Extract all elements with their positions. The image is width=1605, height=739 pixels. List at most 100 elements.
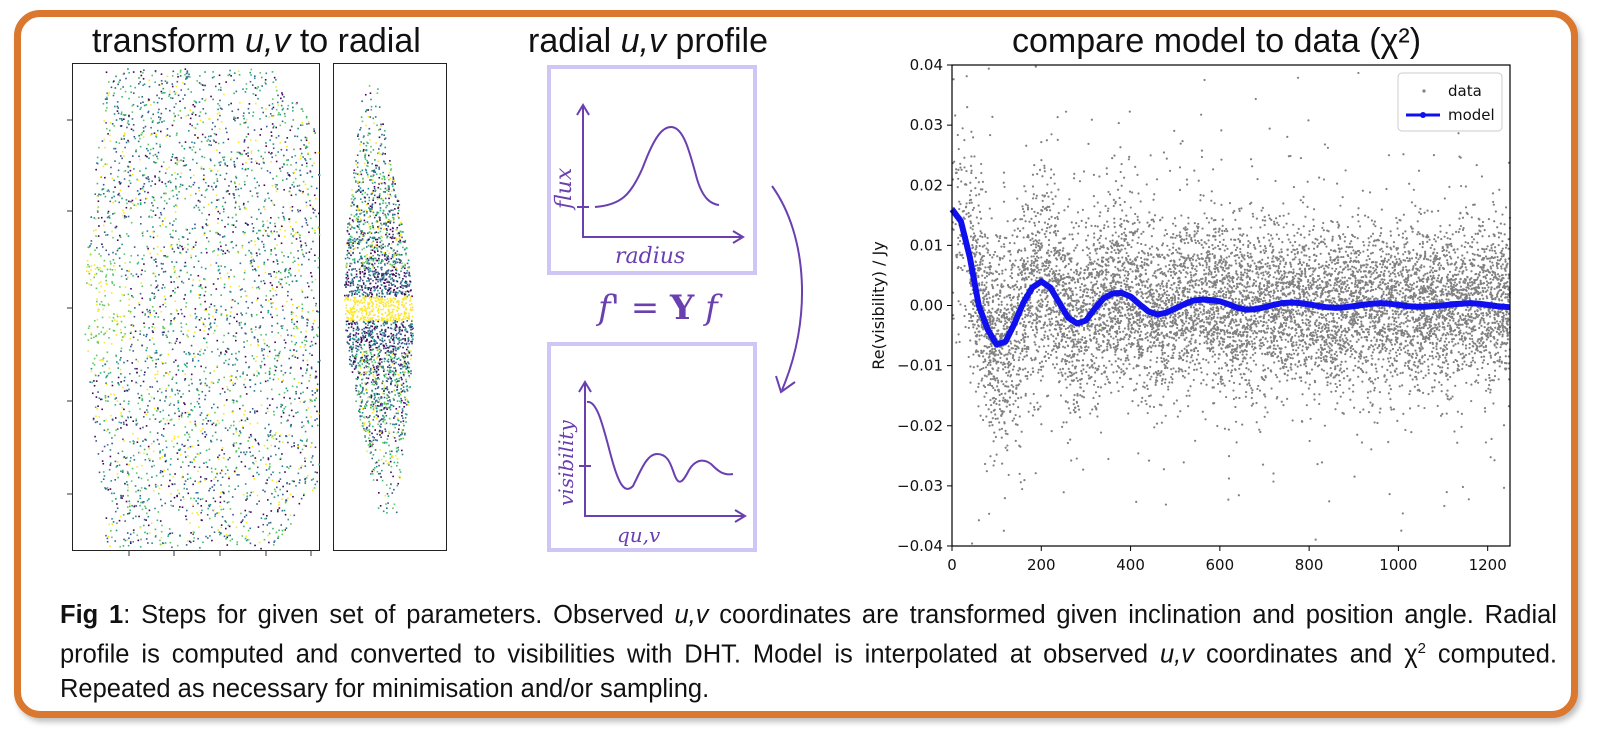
uv-point [207, 138, 210, 141]
uv-point [373, 187, 376, 190]
uv-point [167, 535, 169, 538]
uv-point [135, 505, 138, 507]
uv-point [169, 90, 171, 93]
uv-point [297, 210, 300, 213]
uv-point [369, 320, 372, 323]
uv-point [281, 509, 284, 512]
uv-point [142, 380, 145, 383]
uv-point [406, 320, 409, 322]
uv-point [405, 348, 408, 351]
uv-point [346, 271, 349, 274]
uv-point [98, 333, 100, 335]
uv-point [350, 298, 352, 301]
uv-point [234, 335, 237, 338]
uv-point [400, 270, 402, 273]
uv-point [400, 376, 402, 379]
uv-point [151, 180, 153, 182]
uv-point [262, 316, 264, 319]
uv-point [352, 220, 355, 223]
uv-point [235, 220, 238, 222]
uv-point [289, 187, 292, 189]
uv-point [199, 111, 202, 113]
uv-point [380, 358, 383, 361]
uv-point [262, 354, 265, 356]
uv-point [144, 360, 147, 363]
uv-point [262, 339, 265, 341]
uv-point [95, 235, 97, 237]
panel3-title: compare model to data (χ²) [1012, 22, 1422, 60]
uv-point [123, 538, 125, 541]
uv-point [128, 298, 130, 301]
uv-point [121, 406, 124, 409]
uv-point [228, 185, 230, 187]
uv-point [306, 438, 309, 441]
uv-point [311, 457, 313, 459]
uv-point [368, 425, 371, 427]
uv-point [106, 190, 109, 192]
uv-point [310, 217, 312, 220]
uv-point [284, 268, 287, 271]
uv-point [294, 274, 297, 277]
uv-point [235, 442, 238, 444]
uv-point [272, 471, 274, 474]
uv-point [305, 201, 308, 204]
uv-point [121, 268, 123, 271]
uv-point [166, 75, 169, 78]
uv-point [155, 280, 157, 282]
uv-point [231, 240, 233, 243]
uv-point [179, 244, 181, 247]
uv-point [388, 260, 390, 263]
uv-point [271, 103, 274, 105]
uv-point [205, 218, 208, 221]
uv-point [185, 305, 187, 308]
uv-point [372, 199, 374, 202]
uv-point [220, 249, 223, 251]
uv-point [290, 313, 293, 315]
uv-point [235, 352, 237, 355]
uv-point [355, 209, 358, 212]
uv-point [139, 333, 141, 335]
uv-point [348, 244, 351, 246]
uv-point [295, 238, 298, 240]
uv-point [241, 288, 243, 290]
uv-point [152, 147, 155, 150]
uv-point [109, 488, 112, 490]
uv-point [200, 194, 203, 196]
uv-point [162, 271, 165, 273]
uv-point [191, 382, 193, 385]
uv-point [186, 70, 189, 72]
uv-point [308, 380, 311, 382]
uv-point [97, 200, 100, 203]
uv-point [143, 448, 146, 451]
uv-point [131, 467, 134, 470]
uv-point [396, 461, 399, 464]
uv-point [106, 351, 109, 354]
uv-point [264, 271, 267, 274]
uv-point [124, 262, 127, 264]
uv-point [290, 409, 293, 412]
uv-point [389, 369, 391, 372]
uv-point [178, 390, 181, 392]
uv-point [163, 192, 165, 195]
uv-point [249, 190, 252, 192]
uv-point [216, 199, 218, 201]
uv-point [189, 117, 192, 120]
uv-point [352, 343, 355, 346]
uv-point [163, 374, 165, 377]
uv-point [164, 298, 167, 301]
uv-point [304, 480, 307, 483]
uv-point [275, 531, 278, 534]
uv-point [194, 227, 196, 230]
uv-point [194, 151, 197, 154]
uv-point [210, 159, 212, 162]
uv-point [272, 294, 275, 297]
uv-point [192, 183, 195, 186]
uv-point [163, 120, 165, 122]
uv-point [360, 173, 363, 176]
uv-point [176, 73, 179, 75]
uv-point [214, 207, 217, 210]
uv-point [208, 306, 211, 308]
uv-point [371, 293, 374, 296]
uv-point [365, 350, 368, 353]
uv-point [111, 442, 113, 445]
